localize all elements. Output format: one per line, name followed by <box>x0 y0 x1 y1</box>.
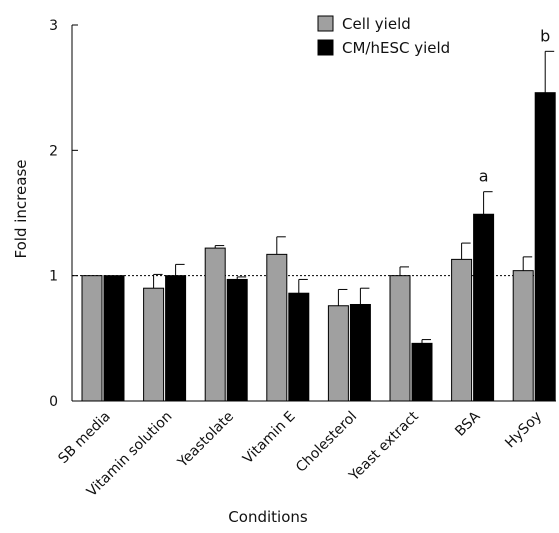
bar-cm-hesc-yield <box>103 275 125 402</box>
legend-swatch <box>317 15 334 32</box>
error-bars <box>153 50 555 344</box>
bar-cell-yield <box>327 305 349 402</box>
bar-cell-yield <box>204 247 226 402</box>
y-axis-title: Fold increase <box>12 160 30 259</box>
y-tick-label: 3 <box>49 18 58 34</box>
bar-cm-hesc-yield <box>288 292 310 402</box>
y-tick-label: 1 <box>49 269 58 285</box>
x-tick-label: Cholesterol <box>293 409 360 476</box>
bar-cell-yield <box>451 258 473 402</box>
x-tick-label: Yeastolate <box>174 409 237 472</box>
bar-cm-hesc-yield <box>411 342 433 402</box>
bar-cell-yield <box>266 253 288 402</box>
bar-cm-hesc-yield <box>534 92 556 402</box>
x-tick-label: SB media <box>55 409 113 467</box>
y-tick-label: 0 <box>49 394 58 410</box>
y-ticks: 0 1 2 3 <box>49 18 78 410</box>
annotations: ab <box>479 26 551 185</box>
x-tick-label: HySoy <box>502 409 545 452</box>
legend-swatch <box>317 39 334 56</box>
legend: Cell yield CM/hESC yield <box>317 15 450 57</box>
x-axis-title: Conditions <box>228 508 308 526</box>
bar-cell-yield <box>512 270 534 402</box>
y-tick-label: 2 <box>49 143 58 159</box>
bar-cm-hesc-yield <box>226 278 248 402</box>
significance-label: b <box>540 26 550 45</box>
significance-label: a <box>479 167 489 186</box>
bar-cell-yield <box>389 275 411 402</box>
bar-cm-hesc-yield <box>349 303 371 402</box>
bar-cell-yield <box>143 287 165 402</box>
legend-label: CM/hESC yield <box>342 39 450 57</box>
bars <box>81 92 556 402</box>
bar-cell-yield <box>81 275 103 402</box>
x-tick-label: Vitamin E <box>240 409 299 468</box>
bar-cm-hesc-yield <box>473 213 495 402</box>
bar-cm-hesc-yield <box>165 275 187 402</box>
x-tick-label: BSA <box>452 408 483 439</box>
legend-label: Cell yield <box>342 15 411 33</box>
